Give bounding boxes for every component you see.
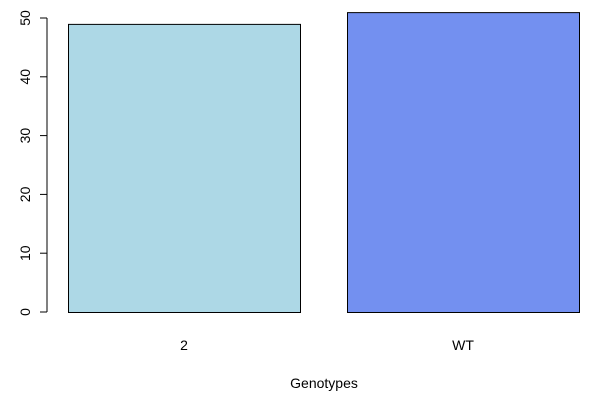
y-tick-label: 50 [17,10,33,26]
x-category-labels: 2 WT [180,337,474,353]
x-axis-title: Genotypes [290,375,358,391]
bar-2 [69,24,301,312]
y-tick-label: 10 [17,245,33,261]
y-axis: 0 10 20 30 40 50 [17,10,47,316]
bars-group [69,13,580,313]
x-category-label: WT [452,337,474,353]
y-tick-label: 0 [17,308,33,316]
y-tick-label: 40 [17,69,33,85]
y-tick-label: 20 [17,186,33,202]
y-tick-label: 30 [17,128,33,144]
bar-wt [348,13,580,313]
x-category-label: 2 [180,337,188,353]
